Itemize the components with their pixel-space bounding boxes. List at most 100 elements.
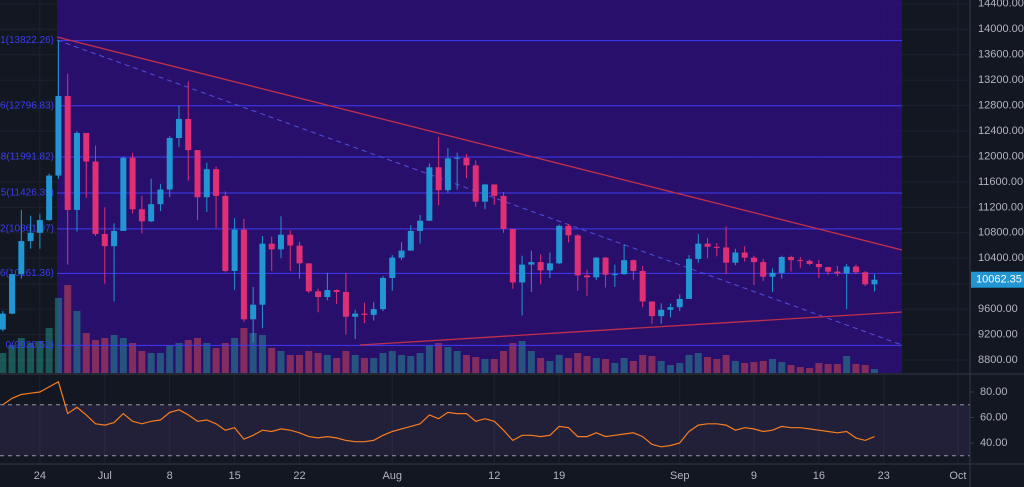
fib-label: 0(9030.52) bbox=[6, 340, 54, 351]
rsi-tick-label: 80.00 bbox=[980, 386, 1008, 398]
volume-bar bbox=[824, 364, 832, 373]
x-tick-label: Sep bbox=[670, 470, 690, 482]
candle-body bbox=[444, 158, 451, 191]
y-tick-label: 14000.00 bbox=[978, 23, 1024, 35]
volume-bar bbox=[360, 358, 368, 373]
candle-body bbox=[287, 234, 294, 246]
volume-bar bbox=[425, 345, 433, 373]
candle-body bbox=[157, 189, 164, 205]
x-tick-label: 24 bbox=[34, 470, 46, 482]
candle-body bbox=[463, 157, 470, 166]
candle-body bbox=[732, 252, 739, 263]
volume-bar bbox=[110, 335, 118, 373]
volume-bar bbox=[268, 348, 276, 373]
volume-bar bbox=[27, 343, 35, 373]
candle-body bbox=[379, 277, 386, 310]
candle-body bbox=[398, 250, 405, 258]
volume-bar bbox=[203, 343, 211, 373]
volume-bar bbox=[833, 364, 841, 373]
candle-body bbox=[129, 157, 136, 210]
volume-bar bbox=[435, 343, 443, 373]
candle-body bbox=[64, 96, 71, 210]
volume-bar bbox=[296, 355, 304, 373]
x-tick-label: 22 bbox=[293, 470, 305, 482]
candle-body bbox=[36, 220, 43, 233]
volume-bar bbox=[166, 345, 174, 373]
volume-bar bbox=[648, 356, 656, 373]
volume-bar bbox=[323, 355, 331, 373]
volume-bar bbox=[472, 357, 480, 373]
candle-body bbox=[760, 262, 767, 277]
volume-bar bbox=[564, 358, 572, 373]
volume-bar bbox=[138, 351, 146, 373]
candle-body bbox=[120, 157, 127, 231]
volume-bar bbox=[444, 347, 452, 373]
y-tick-label: 11200.00 bbox=[978, 201, 1023, 213]
candle-body bbox=[602, 257, 609, 275]
candle-body bbox=[639, 270, 646, 302]
x-tick-label: 16 bbox=[813, 470, 825, 482]
candle-body bbox=[797, 260, 804, 262]
volume-bar bbox=[778, 362, 786, 373]
rsi bbox=[2, 380, 875, 448]
highlight-zone bbox=[57, 0, 902, 373]
candle-body bbox=[519, 264, 526, 283]
volume-bar bbox=[555, 355, 563, 373]
fib-label: 0.5(11426.39) bbox=[0, 188, 54, 199]
volume-bar bbox=[8, 345, 16, 373]
volume-bar bbox=[861, 365, 869, 373]
volume-bar bbox=[574, 353, 582, 373]
candle-body bbox=[259, 243, 266, 305]
volume-bar bbox=[694, 353, 702, 373]
candle-body bbox=[658, 309, 665, 317]
volume-bar bbox=[722, 355, 730, 373]
volume-bar bbox=[741, 363, 749, 373]
last-price-box bbox=[971, 271, 1024, 288]
candle-body bbox=[574, 235, 581, 276]
volume-bar bbox=[370, 358, 378, 373]
x-tick-label: 19 bbox=[553, 470, 565, 482]
x-tick-label: 9 bbox=[751, 470, 757, 482]
volume-bar bbox=[342, 351, 350, 373]
volume-bar bbox=[388, 351, 396, 373]
volume-bar bbox=[379, 353, 387, 373]
volume-bar bbox=[240, 328, 248, 373]
rsi-pane bbox=[0, 404, 970, 457]
x-tick-label: Oct bbox=[949, 470, 966, 482]
fib-label: 0.236(10161.36) bbox=[0, 268, 54, 279]
x-tick-label: Aug bbox=[382, 470, 402, 482]
candle-body bbox=[9, 274, 16, 314]
fib-label: 0.618(11991.82) bbox=[0, 152, 54, 163]
candle-body bbox=[222, 195, 229, 271]
candle-body bbox=[704, 243, 711, 247]
volume-bar bbox=[685, 355, 693, 373]
volume-bar bbox=[843, 356, 851, 373]
y-tick-label: 10400.00 bbox=[978, 252, 1024, 264]
volume-bar bbox=[258, 335, 266, 373]
x-tick-label: 12 bbox=[488, 470, 500, 482]
volume-bar bbox=[481, 359, 489, 373]
volume-bar bbox=[73, 311, 81, 373]
candle-body bbox=[83, 132, 90, 162]
candle-body bbox=[648, 301, 655, 317]
volume-bar bbox=[527, 351, 535, 373]
candle-body bbox=[296, 245, 303, 264]
volume-bar bbox=[0, 353, 7, 373]
candle-body bbox=[528, 262, 535, 265]
candle-body bbox=[621, 260, 628, 275]
y-tick-label: 11600.00 bbox=[978, 176, 1023, 188]
volume-bar bbox=[156, 353, 164, 373]
candle-body bbox=[111, 230, 118, 247]
rsi-band-fill bbox=[0, 404, 970, 456]
volume-bar bbox=[583, 356, 591, 373]
candle-body bbox=[92, 161, 99, 235]
volume-bar bbox=[806, 368, 814, 373]
candle-body bbox=[324, 290, 331, 298]
x-tick-label: 23 bbox=[878, 470, 890, 482]
candle-body bbox=[268, 243, 275, 250]
candle-body bbox=[240, 229, 247, 320]
volume-bar bbox=[704, 357, 712, 373]
candle-body bbox=[18, 241, 25, 275]
